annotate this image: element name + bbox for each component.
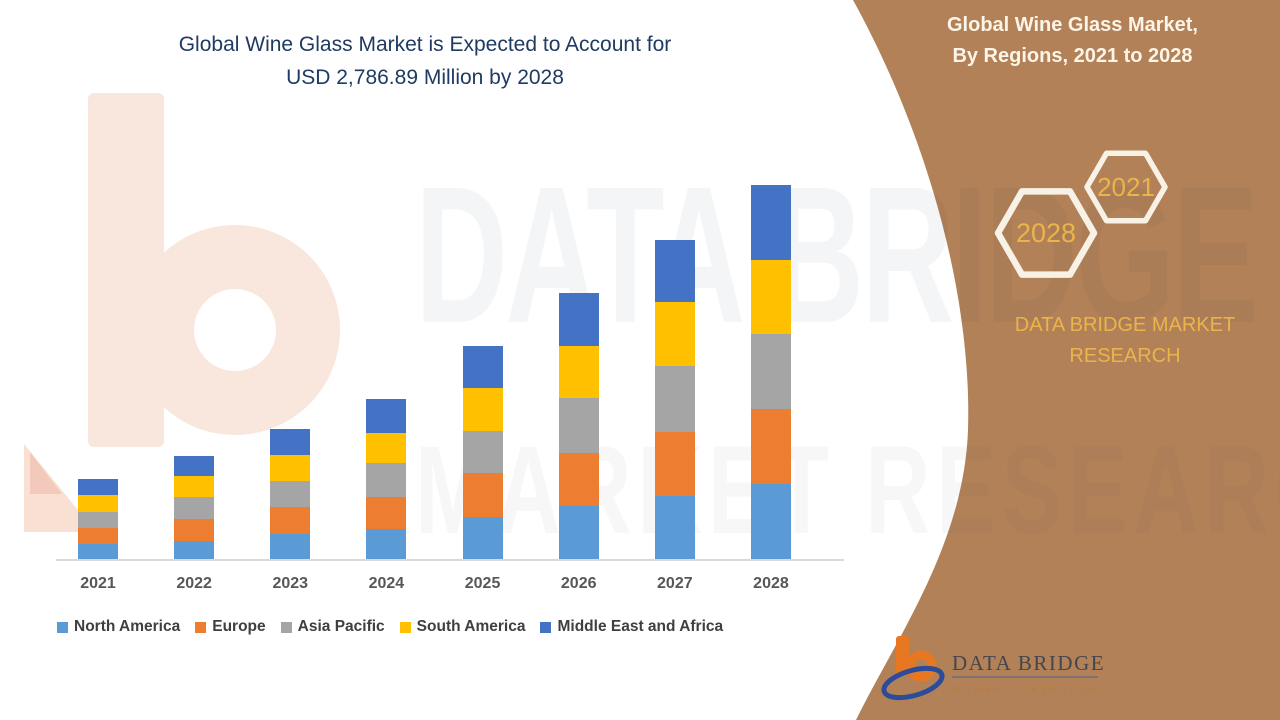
page-title-line2: USD 2,786.89 Million by 2028 <box>286 66 564 89</box>
bar-segment-2021-europe <box>78 528 118 544</box>
hexagon-2028-label: 2028 <box>1016 218 1076 248</box>
bar-segment-2022-middle-east-and-africa <box>174 456 215 476</box>
x-axis-label-2027: 2027 <box>657 575 693 592</box>
bar-column-2024 <box>366 399 407 560</box>
bar-segment-2025-europe <box>462 473 503 517</box>
data-bridge-logo: DATA BRIDGE MARKET RESEARCH <box>881 636 1105 701</box>
hexagon-2021-label: 2021 <box>1097 172 1155 202</box>
legend-label: North America <box>74 618 181 635</box>
bar-column-2023 <box>270 429 311 560</box>
bar-column-2025 <box>462 346 503 560</box>
data-bridge-logo-icon <box>881 636 945 701</box>
brand-name-line1: DATA BRIDGE MARKET <box>1014 314 1236 336</box>
bar-segment-2026-south-america <box>558 346 599 398</box>
bar-segment-2022-asia-pacific <box>174 497 215 519</box>
legend-label: Asia Pacific <box>297 618 385 635</box>
bar-segment-2024-north-america <box>366 529 407 560</box>
side-panel-heading-line2: By Regions, 2021 to 2028 <box>952 45 1193 67</box>
bar-segment-2025-north-america <box>462 517 503 560</box>
bar-segment-2025-south-america <box>462 388 503 431</box>
bar-column-2022 <box>174 456 215 560</box>
bar-segment-2021-north-america <box>78 544 118 560</box>
hexagon-2028-outline <box>994 188 1098 278</box>
bar-segment-2024-middle-east-and-africa <box>366 399 407 433</box>
brand-name-text: DATA BRIDGE MARKET RESEARCH <box>985 310 1265 372</box>
bar-segment-2028-south-america <box>750 260 791 334</box>
bar-segment-2027-south-america <box>654 302 695 366</box>
bar-segment-2027-middle-east-and-africa <box>654 240 695 302</box>
side-panel-shape <box>853 0 1280 720</box>
bar-segment-2024-europe <box>366 497 407 529</box>
bar-segment-2026-europe <box>558 453 599 506</box>
page-title-line1: Global Wine Glass Market is Expected to … <box>178 33 672 56</box>
x-axis-label-2024: 2024 <box>368 575 405 592</box>
x-axis-label-2022: 2022 <box>176 575 212 592</box>
x-axis-label-2028: 2028 <box>753 575 789 592</box>
x-axis-label-2021: 2021 <box>80 575 116 592</box>
legend-label: Middle East and Africa <box>557 618 724 635</box>
legend-swatch <box>280 621 292 633</box>
bar-segment-2022-europe <box>174 519 215 541</box>
bar-segment-2027-europe <box>654 432 695 496</box>
legend-label: South America <box>416 618 526 635</box>
x-axis-label-2026: 2026 <box>560 575 597 592</box>
bar-segment-2023-south-america <box>270 455 311 481</box>
legend-item-asia-pacific: Asia Pacific <box>280 618 385 636</box>
side-panel-heading: Global Wine Glass Market, By Regions, 20… <box>900 10 1245 72</box>
legend-item-middle-east-and-africa: Middle East and Africa <box>540 618 723 636</box>
bar-segment-2021-asia-pacific <box>78 512 118 528</box>
bar-column-2027 <box>654 240 695 560</box>
legend-item-south-america: South America <box>399 618 526 636</box>
bar-segment-2021-middle-east-and-africa <box>78 479 118 495</box>
logo-b-bowl <box>905 650 937 682</box>
bar-segment-2026-north-america <box>558 506 599 560</box>
bar-segment-2023-north-america <box>270 534 311 560</box>
logo-wordmark: DATA BRIDGE <box>952 651 1105 675</box>
page-title: Global Wine Glass Market is Expected to … <box>60 28 790 94</box>
legend-swatch <box>540 621 552 633</box>
bar-column-2028 <box>750 185 791 560</box>
bar-column-2021 <box>78 479 118 560</box>
bar-column-2026 <box>558 293 599 560</box>
bar-segment-2021-south-america <box>78 495 118 512</box>
bar-segment-2028-middle-east-and-africa <box>750 185 791 260</box>
bar-segment-2028-north-america <box>750 484 791 560</box>
legend-label: Europe <box>212 618 266 635</box>
bar-segment-2022-south-america <box>174 476 215 497</box>
legend-swatch <box>195 621 207 633</box>
legend-item-north-america: North America <box>57 618 180 636</box>
bar-segment-2025-middle-east-and-africa <box>462 346 503 388</box>
side-panel-heading-line1: Global Wine Glass Market, <box>946 14 1198 36</box>
bar-segment-2023-asia-pacific <box>270 481 311 507</box>
bar-segment-2023-middle-east-and-africa <box>270 429 311 455</box>
bar-segment-2024-south-america <box>366 433 407 463</box>
bar-segment-2027-asia-pacific <box>654 366 695 432</box>
bar-segment-2027-north-america <box>654 496 695 560</box>
legend-swatch <box>57 621 68 633</box>
bar-segment-2025-asia-pacific <box>462 431 503 473</box>
x-axis-line <box>56 559 844 561</box>
legend-item-europe: Europe <box>195 618 266 636</box>
year-hexagons: 2021 2028 <box>994 150 1168 278</box>
x-axis-label-2023: 2023 <box>272 575 309 592</box>
bar-segment-2024-asia-pacific <box>366 463 407 497</box>
bar-segment-2023-europe <box>270 507 311 534</box>
brand-name-line2: RESEARCH <box>1069 345 1181 367</box>
logo-tagline: MARKET RESEARCH <box>954 685 1101 694</box>
chart-legend: North America Europe Asia Pacific South Ame… <box>57 618 723 636</box>
bar-segment-2026-asia-pacific <box>558 398 599 453</box>
hexagon-2021-outline <box>1084 150 1168 224</box>
x-axis-label-2025: 2025 <box>464 575 501 592</box>
logo-swoosh-ellipse <box>881 665 945 701</box>
bar-segment-2028-asia-pacific <box>750 334 791 409</box>
legend-swatch <box>399 621 411 633</box>
bar-segment-2022-north-america <box>174 541 215 560</box>
bar-segment-2026-middle-east-and-africa <box>558 293 599 346</box>
bar-segment-2028-europe <box>750 409 791 484</box>
